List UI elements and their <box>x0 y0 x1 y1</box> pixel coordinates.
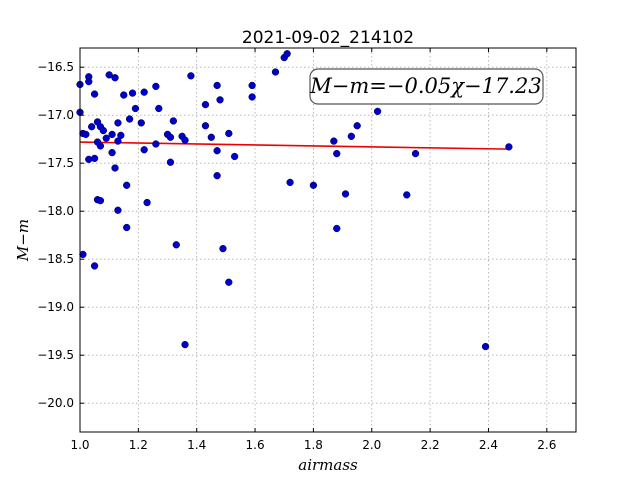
data-point <box>481 342 490 351</box>
data-point <box>90 90 99 98</box>
data-point <box>248 81 256 90</box>
data-point <box>99 126 107 135</box>
data-point <box>155 104 163 113</box>
data-point <box>123 181 131 189</box>
x-tick-label: 1.4 <box>187 438 206 452</box>
y-tick-label: −17.0 <box>37 108 74 122</box>
fit-line-group <box>79 141 509 150</box>
data-point <box>90 154 99 163</box>
x-tick-label: 2.0 <box>362 438 381 452</box>
data-point <box>114 119 122 127</box>
data-point <box>111 74 119 82</box>
data-point <box>114 206 122 214</box>
data-point <box>353 122 361 130</box>
data-point <box>128 89 137 97</box>
y-tick-label: −18.5 <box>37 252 74 266</box>
data-point <box>172 241 180 249</box>
data-point <box>152 82 160 91</box>
data-point <box>137 119 145 127</box>
data-point <box>140 146 148 154</box>
plot-area <box>80 48 576 432</box>
data-point <box>152 140 160 148</box>
data-point <box>114 137 122 145</box>
x-tick-label: 1.6 <box>246 438 265 452</box>
data-point <box>283 50 291 58</box>
data-point <box>373 107 382 116</box>
data-point <box>123 223 131 232</box>
y-tick-label: −19.5 <box>37 348 74 362</box>
data-point <box>271 68 280 76</box>
y-tick-label: −20.0 <box>37 396 74 410</box>
data-point <box>117 131 125 140</box>
data-point <box>213 147 221 155</box>
data-point <box>505 143 513 151</box>
data-point <box>105 71 113 79</box>
data-point <box>82 130 90 139</box>
annotation-frame <box>309 68 544 105</box>
y-tick-label: −16.5 <box>37 60 74 74</box>
data-point <box>201 100 210 109</box>
grid <box>79 48 576 432</box>
data-point <box>88 123 96 131</box>
fit-equation: M−m=−0.05χ−17.23 <box>309 74 541 98</box>
chart-title: 2021-09-02_214102 <box>242 28 414 48</box>
x-tick-label: 1.0 <box>70 438 89 452</box>
annotation-box: M−m=−0.05χ−17.23 <box>309 68 544 105</box>
data-point <box>230 152 239 161</box>
data-point <box>96 196 105 205</box>
ticks: 1.0 1.2 1.4 1.6 1.8 2.0 2.2 2.4 2.6 −16.5 −17.0 −17… <box>37 48 576 452</box>
data-point <box>225 278 233 286</box>
data-point <box>181 340 189 349</box>
fit-line <box>79 141 509 150</box>
x-tick-label: 1.8 <box>304 438 323 452</box>
data-point <box>102 134 110 142</box>
data-point <box>140 88 148 96</box>
data-point <box>330 137 338 145</box>
data-point <box>166 133 175 141</box>
data-point <box>111 164 119 172</box>
x-tick-label: 2.4 <box>479 438 498 452</box>
data-point <box>125 115 134 123</box>
data-point <box>108 130 116 139</box>
data-point <box>90 262 99 270</box>
data-point <box>333 224 341 233</box>
data-point <box>181 136 189 144</box>
data-point <box>169 117 178 125</box>
y-tick-label: −19.0 <box>37 300 74 314</box>
data-point <box>85 77 93 86</box>
data-point <box>187 72 195 80</box>
data-point <box>108 148 116 157</box>
data-point <box>143 198 151 207</box>
data-point <box>341 190 350 198</box>
data-point <box>213 172 221 180</box>
data-point <box>201 122 210 130</box>
data-point <box>120 91 128 99</box>
data-point <box>286 178 294 187</box>
x-tick-label: 1.2 <box>129 438 148 452</box>
data-point <box>309 181 318 189</box>
data-point <box>216 96 224 104</box>
plot-frame <box>79 47 577 433</box>
data-point <box>166 158 175 166</box>
data-point <box>213 81 221 90</box>
x-tick-label: 2.6 <box>537 438 556 452</box>
points-group <box>76 50 513 351</box>
data-point <box>207 133 215 141</box>
data-point <box>411 149 420 158</box>
x-axis-label: airmass <box>298 456 358 474</box>
y-tick-label: −18.0 <box>37 204 74 218</box>
data-point <box>79 250 87 259</box>
y-tick-label: −17.5 <box>37 156 74 170</box>
x-tick-label: 2.2 <box>421 438 440 452</box>
data-point <box>131 104 140 113</box>
y-axis-label: M−m <box>14 219 32 262</box>
data-point <box>225 129 233 138</box>
data-point <box>219 244 227 253</box>
data-point <box>333 149 341 158</box>
data-point <box>96 142 105 150</box>
data-point <box>248 93 256 101</box>
data-point <box>347 132 355 140</box>
data-point <box>403 191 411 199</box>
